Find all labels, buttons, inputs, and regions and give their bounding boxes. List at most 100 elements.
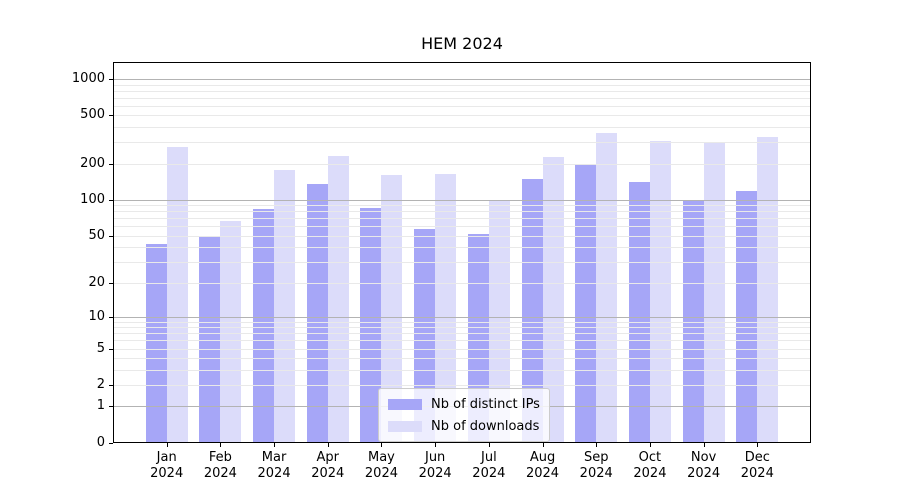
y-tick-label-500: 500 <box>80 107 105 123</box>
x-tick-label-jun: Jun 2024 <box>405 450 465 482</box>
x-tick-apr <box>327 443 329 447</box>
x-tick-year: 2024 <box>472 466 506 481</box>
bar-nb-of-distinct-ips-nov <box>682 201 704 443</box>
y-tick-label-100: 100 <box>80 191 105 207</box>
x-tick-oct <box>649 443 651 447</box>
x-tick-label-jul: Jul 2024 <box>459 450 519 482</box>
x-tick-month: Oct <box>638 450 662 465</box>
bar-nb-of-downloads-jul <box>488 199 510 443</box>
x-tick-label-may: May 2024 <box>351 450 411 482</box>
x-tick-month: Jun <box>424 450 446 465</box>
x-tick-label-aug: Aug 2024 <box>513 450 573 482</box>
x-tick-dec <box>757 443 759 447</box>
legend-swatch-nb-of-distinct-ips <box>388 398 422 410</box>
y-tick-1000 <box>109 78 113 80</box>
x-tick-year: 2024 <box>203 466 237 481</box>
y-tick-500 <box>109 115 113 117</box>
legend-item-nb-of-distinct-ips: Nb of distinct IPs <box>388 395 540 413</box>
bar-nb-of-downloads-mar <box>274 169 296 443</box>
legend-label-nb-of-distinct-ips: Nb of distinct IPs <box>431 396 540 412</box>
bar-nb-of-downloads-nov <box>703 142 725 443</box>
x-tick-aug <box>542 443 544 447</box>
x-tick-month: Jan <box>156 450 177 465</box>
x-tick-month: May <box>368 450 395 465</box>
x-tick-month: Mar <box>261 450 287 465</box>
y-tick-label-1: 1 <box>96 398 105 414</box>
y-tick-label-0: 0 <box>96 435 105 450</box>
gridline-minor-700 <box>113 97 811 99</box>
bar-nb-of-distinct-ips-sep <box>575 165 597 443</box>
gridline-minor-800 <box>113 90 811 92</box>
legend-label-nb-of-downloads: Nb of downloads <box>431 418 540 434</box>
y-tick-1 <box>109 406 113 408</box>
x-tick-label-nov: Nov 2024 <box>674 450 734 482</box>
bar-nb-of-downloads-sep <box>596 133 618 443</box>
gridline-minor-600 <box>113 105 811 107</box>
x-tick-month: Apr <box>316 450 340 465</box>
x-tick-month: Aug <box>529 450 556 465</box>
x-tick-label-mar: Mar 2024 <box>244 450 304 482</box>
x-tick-sep <box>596 443 598 447</box>
x-tick-label-dec: Dec 2024 <box>727 450 787 482</box>
x-tick-month: Sep <box>583 450 609 465</box>
y-tick-50 <box>109 235 113 237</box>
x-tick-label-feb: Feb 2024 <box>190 450 250 482</box>
x-tick-jul <box>488 443 490 447</box>
legend-swatch-nb-of-downloads <box>388 420 422 432</box>
x-tick-month: Jul <box>481 450 497 465</box>
bar-nb-of-distinct-ips-may <box>360 208 382 443</box>
x-tick-may <box>381 443 383 447</box>
y-tick-2 <box>109 385 113 387</box>
y-tick-label-50: 50 <box>88 227 105 243</box>
gridline-minor-900 <box>113 84 811 86</box>
legend: Nb of distinct IPs Nb of downloads <box>378 388 550 442</box>
gridline-minor-400 <box>113 127 811 129</box>
x-tick-jun <box>435 443 437 447</box>
bar-nb-of-downloads-jan <box>166 146 188 443</box>
bar-nb-of-downloads-dec <box>757 136 779 443</box>
x-tick-month: Dec <box>744 450 770 465</box>
y-tick-0 <box>109 443 113 444</box>
bar-nb-of-distinct-ips-dec <box>736 190 758 443</box>
bar-nb-of-downloads-may <box>381 174 403 443</box>
x-tick-year: 2024 <box>687 466 721 481</box>
bar-nb-of-downloads-oct <box>649 140 671 443</box>
y-tick-10 <box>109 316 113 318</box>
x-tick-year: 2024 <box>740 466 774 481</box>
x-tick-label-sep: Sep 2024 <box>566 450 626 482</box>
y-tick-label-1000: 1000 <box>71 70 105 86</box>
x-tick-year: 2024 <box>418 466 452 481</box>
gridline-minor-500 <box>113 115 811 117</box>
y-tick-label-5: 5 <box>96 340 105 356</box>
y-tick-label-20: 20 <box>88 274 105 290</box>
bar-nb-of-distinct-ips-apr <box>306 184 328 443</box>
x-tick-mar <box>274 443 276 447</box>
x-tick-nov <box>703 443 705 447</box>
bar-nb-of-downloads-aug <box>542 156 564 443</box>
x-tick-jan <box>166 443 168 447</box>
y-tick-label-200: 200 <box>80 155 105 171</box>
gridline-major-1000 <box>113 78 811 80</box>
x-tick-year: 2024 <box>311 466 345 481</box>
y-tick-5 <box>109 348 113 350</box>
bar-nb-of-downloads-apr <box>327 156 349 443</box>
x-tick-year: 2024 <box>525 466 560 481</box>
bar-nb-of-distinct-ips-feb <box>199 235 221 443</box>
x-tick-label-oct: Oct 2024 <box>620 450 680 482</box>
y-tick-20 <box>109 282 113 284</box>
x-tick-label-apr: Apr 2024 <box>298 450 358 482</box>
bar-nb-of-distinct-ips-jan <box>145 243 167 443</box>
x-tick-label-jan: Jan 2024 <box>137 450 197 482</box>
chart-title: HEM 2024 <box>421 34 503 53</box>
bar-nb-of-distinct-ips-mar <box>253 208 275 443</box>
bar-nb-of-downloads-jun <box>435 173 457 443</box>
bar-nb-of-downloads-feb <box>220 220 242 443</box>
y-tick-200 <box>109 163 113 165</box>
x-tick-year: 2024 <box>150 466 184 481</box>
legend-item-nb-of-downloads: Nb of downloads <box>388 417 540 435</box>
x-tick-year: 2024 <box>633 466 667 481</box>
bar-nb-of-distinct-ips-oct <box>628 182 650 443</box>
y-tick-label-2: 2 <box>96 377 105 393</box>
bar-nb-of-distinct-ips-aug <box>521 179 543 443</box>
